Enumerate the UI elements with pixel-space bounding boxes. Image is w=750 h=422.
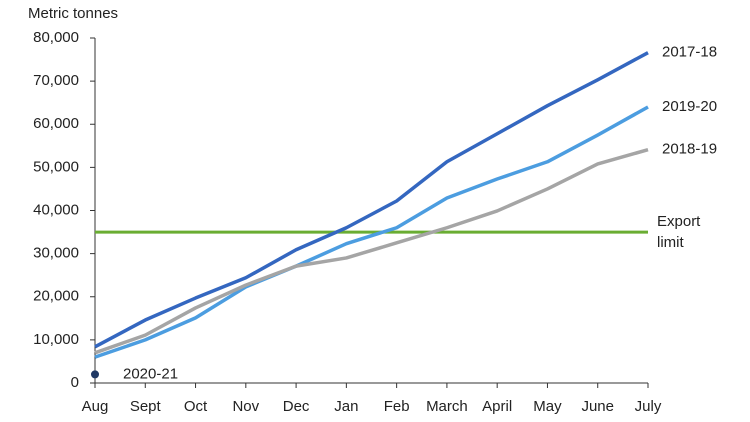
x-tick-label: July — [635, 398, 662, 415]
x-tick-label: March — [426, 398, 468, 415]
y-tick-label: 20,000 — [33, 288, 79, 305]
y-tick-label: 50,000 — [33, 158, 79, 175]
y-tick-label: 10,000 — [33, 331, 79, 348]
y-tick-label: 0 — [71, 374, 79, 391]
export-limit-label: Export — [657, 213, 701, 230]
x-tick-label: Dec — [283, 398, 310, 415]
y-axis-label: Metric tonnes — [28, 5, 118, 22]
series-point — [91, 370, 99, 379]
x-tick-label: Feb — [384, 398, 410, 415]
series-line — [94, 148, 649, 355]
series-line — [94, 105, 649, 359]
y-tick-label: 60,000 — [33, 115, 79, 132]
x-tick-label: May — [533, 398, 562, 415]
x-tick-label: Aug — [82, 398, 109, 415]
y-tick-label: 40,000 — [33, 201, 79, 218]
y-tick-label: 30,000 — [33, 245, 79, 262]
y-tick-label: 70,000 — [33, 72, 79, 89]
export-limit-label: limit — [657, 234, 684, 251]
x-tick-label: Nov — [232, 398, 259, 415]
x-tick-label: April — [482, 398, 512, 415]
series-label: 2017-18 — [662, 44, 717, 61]
series-label: 2019-20 — [662, 98, 717, 115]
x-tick-label: Oct — [184, 398, 208, 415]
series-label: 2018-19 — [662, 141, 717, 158]
y-tick-label: 80,000 — [33, 29, 79, 46]
x-tick-label: Jan — [334, 398, 358, 415]
x-tick-label: Sept — [130, 398, 162, 415]
series-label: 2020-21 — [123, 365, 178, 382]
series-line — [94, 51, 649, 349]
x-tick-label: June — [581, 398, 614, 415]
